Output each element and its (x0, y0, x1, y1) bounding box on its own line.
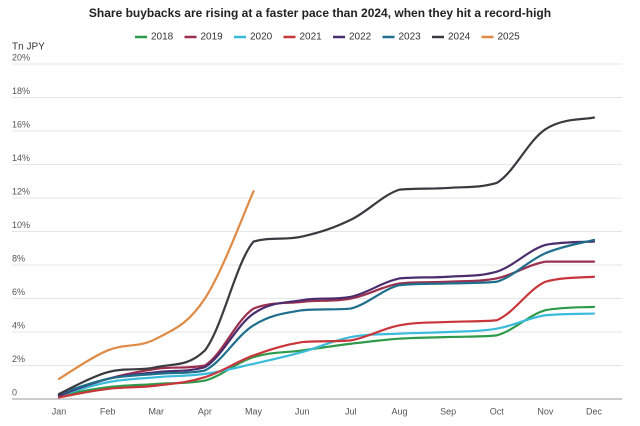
y-tick-label: 18% (12, 86, 30, 96)
legend-label: 2025 (498, 32, 521, 43)
legend-label: 2019 (201, 32, 224, 43)
x-tick-label: Jul (345, 406, 357, 416)
legend-label: 2021 (300, 32, 323, 43)
y-tick-label: 14% (12, 153, 30, 163)
legend-label: 2023 (399, 32, 422, 43)
y-axis-label: Tn JPY (12, 42, 45, 53)
x-tick-label: Mar (149, 406, 165, 416)
y-tick-label: 4% (12, 320, 25, 330)
legend-label: 2018 (151, 32, 174, 43)
x-tick-label: Aug (391, 406, 407, 416)
x-tick-label: Apr (198, 406, 212, 416)
series-line (57, 190, 255, 380)
y-tick-label: 10% (12, 220, 30, 230)
legend-label: 2024 (448, 32, 471, 43)
series-line (57, 305, 596, 397)
series-line (57, 240, 596, 397)
series-line (57, 238, 596, 396)
x-tick-label: Nov (537, 406, 554, 416)
chart-title: Share buybacks are rising at a faster pa… (89, 6, 551, 20)
x-tick-label: May (245, 406, 263, 416)
series-line (57, 260, 596, 397)
legend-label: 2020 (250, 32, 273, 43)
y-tick-label: 16% (12, 119, 30, 129)
x-tick-label: Feb (100, 406, 116, 416)
x-tick-label: Sep (440, 406, 456, 416)
series-line (57, 275, 596, 399)
x-tick-label: Dec (586, 406, 603, 416)
series-line (57, 312, 596, 397)
y-tick-label: 12% (12, 186, 30, 196)
x-tick-label: Jan (52, 406, 67, 416)
x-tick-label: Oct (490, 406, 505, 416)
legend-label: 2022 (349, 32, 372, 43)
y-tick-label: 20% (12, 52, 30, 62)
x-tick-label: Jun (295, 406, 310, 416)
y-tick-label: 2% (12, 354, 25, 364)
y-tick-label: 0 (12, 387, 17, 397)
y-tick-label: 6% (12, 287, 25, 297)
series-line (57, 116, 596, 396)
y-tick-label: 8% (12, 253, 25, 263)
